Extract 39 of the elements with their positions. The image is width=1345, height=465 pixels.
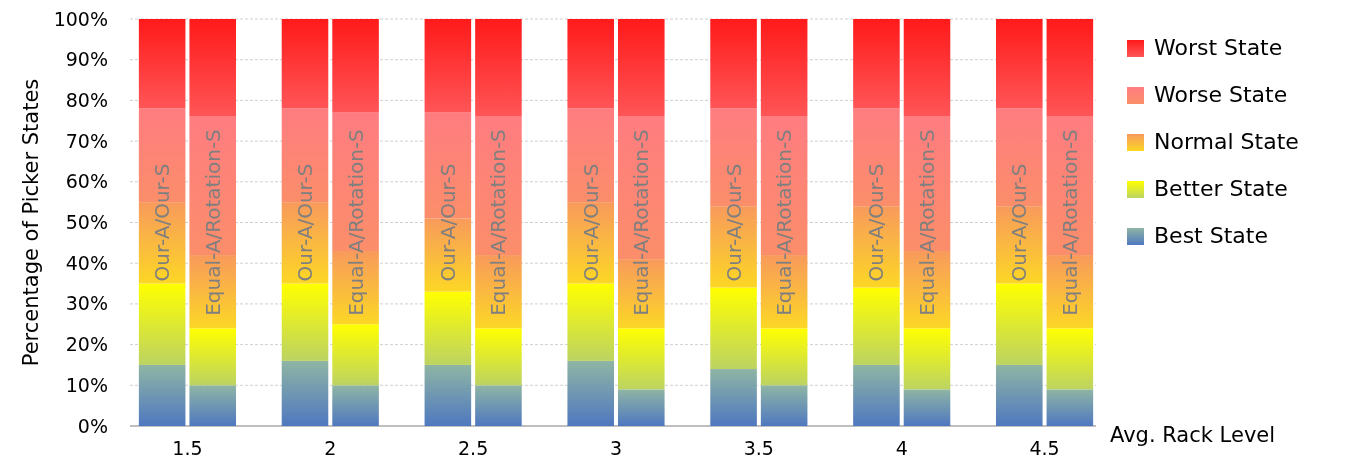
text: 2.5: [458, 437, 489, 459]
legend-label: Worse State: [1154, 82, 1288, 107]
y-tick-label: 10%: [65, 373, 108, 396]
text: 4.5: [1029, 437, 1060, 459]
text: 4: [895, 437, 908, 459]
text: 3: [609, 437, 623, 459]
x-tick-label: Equal-A/Rotation-S: [1057, 129, 1082, 316]
x-tick-label: Our-A/Our-S: [721, 163, 746, 282]
y-tick-label: 50%: [65, 211, 108, 234]
x-tick-label: Equal-A/Rotation-S: [486, 129, 511, 316]
x-tick-label: Our-A/Our-S: [293, 163, 317, 282]
x-axis-title: Avg. Rack Level: [1110, 423, 1276, 447]
y-tick-label: 20%: [65, 333, 108, 356]
x-tick-label: Our-A/Our-S: [578, 163, 603, 282]
y-tick-label: 80%: [65, 88, 108, 111]
x-tick-label: Equal-A/Rotation-S: [629, 129, 654, 316]
legend-label: Normal State: [1154, 129, 1299, 154]
y-axis-title: Percentage of Picker States: [19, 78, 43, 367]
y-tick-label: 40%: [65, 251, 108, 274]
x-tick-label: Equal-A/Rotation-S: [772, 129, 797, 316]
x-tick-label: Equal-A/Rotation-S: [915, 129, 939, 316]
x-tick-label: Our-A/Our-S: [1007, 163, 1032, 282]
legend-label: Worst State: [1154, 35, 1283, 60]
x-tick-label: Equal-A/Rotation-S: [200, 129, 225, 316]
text: 2: [324, 437, 337, 459]
y-tick-label: 30%: [65, 292, 108, 315]
x-tick-label: Our-A/Our-S: [435, 163, 460, 282]
y-tick-label: 70%: [65, 129, 108, 152]
x-tick-label: Our-A/Our-S: [864, 163, 889, 282]
x-tick-label: Our-A/Our-S: [150, 163, 175, 282]
legend-label: Better State: [1154, 176, 1288, 201]
y-tick-label: 0%: [77, 414, 108, 437]
y-tick-label: 60%: [65, 170, 108, 193]
legend-label: Best State: [1154, 223, 1268, 248]
y-tick-label: 90%: [65, 48, 108, 71]
y-tick-label: 100%: [53, 7, 108, 30]
text: 3.5: [743, 437, 774, 459]
text: 1.5: [172, 437, 203, 459]
x-tick-label: Equal-A/Rotation-S: [343, 129, 368, 316]
